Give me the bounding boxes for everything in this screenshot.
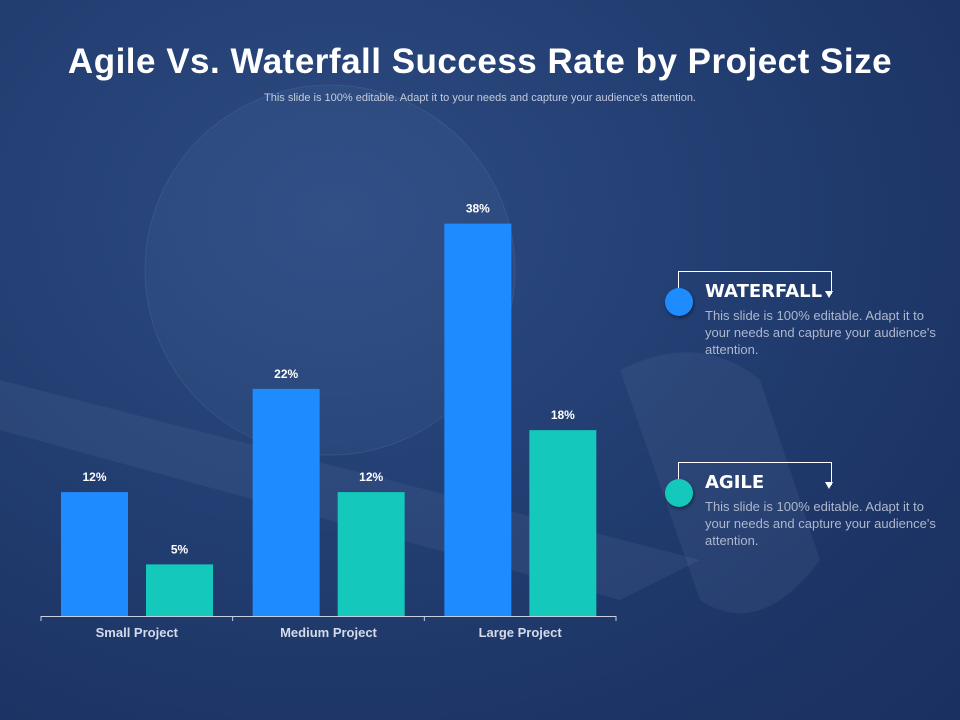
legend-name: WATERFALL [705,281,823,302]
data-label: 38% [466,202,490,216]
bar-agile [146,564,213,616]
bar-waterfall [61,492,128,616]
page-title: Agile Vs. Waterfall Success Rate by Proj… [67,42,893,81]
x-tick-label: Medium Project [280,625,377,640]
x-tick-label: Large Project [479,625,563,640]
legend-name: AGILE [705,472,765,493]
page-subtitle: This slide is 100% editable. Adapt it to… [264,92,696,104]
arrow-down-icon [825,291,833,298]
waterfall-dot-icon [665,288,693,316]
bar-waterfall [252,388,320,616]
bracket-line [678,271,832,294]
bracket-line [678,462,832,485]
agile-dot-icon [665,479,693,507]
bar-agile [529,430,597,616]
bar-agile [337,492,405,616]
data-label: 12% [359,470,383,484]
data-label: 12% [82,470,106,484]
data-label: 18% [551,408,575,422]
legend-description: This slide is 100% editable. Adapt it to… [705,308,936,357]
data-label: 22% [274,367,298,381]
x-tick-label: Small Project [96,625,179,640]
bar-waterfall [444,223,512,616]
legend-description: This slide is 100% editable. Adapt it to… [705,499,936,548]
arrow-down-icon [825,482,833,489]
data-label: 5% [171,542,189,556]
